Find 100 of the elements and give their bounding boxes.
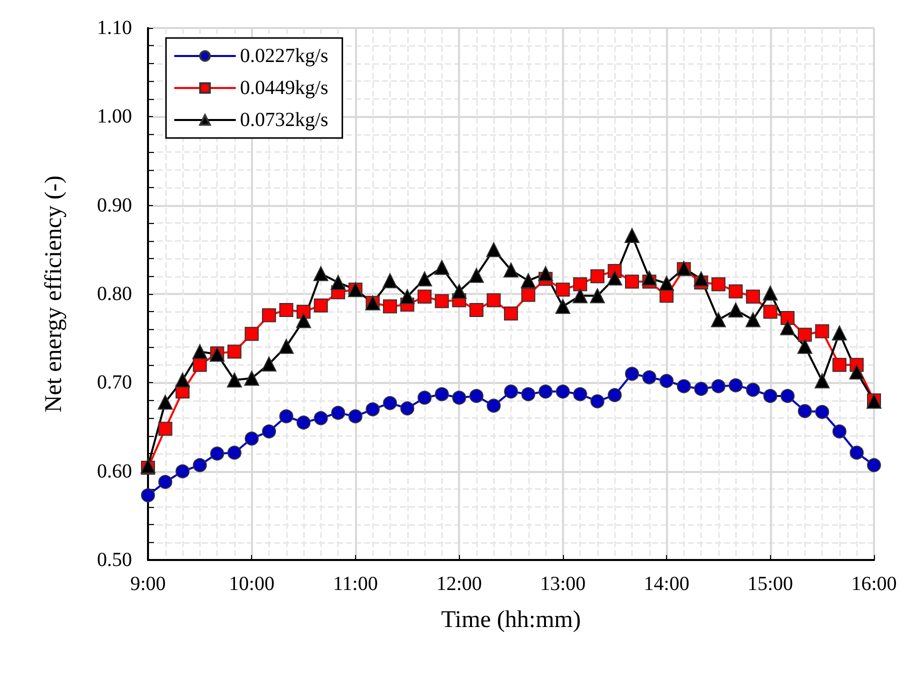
point [608, 388, 622, 402]
point [486, 242, 502, 258]
point [867, 458, 881, 472]
x-tick-label: 10:00 [228, 573, 274, 595]
point [763, 388, 778, 403]
point [797, 338, 812, 354]
point [504, 262, 518, 278]
point [624, 228, 640, 243]
point [780, 310, 795, 325]
point [590, 269, 604, 284]
point [762, 286, 778, 301]
x-tick-label: 15:00 [748, 573, 794, 595]
point [226, 372, 242, 388]
point [746, 382, 760, 397]
point [262, 424, 276, 438]
point [158, 394, 173, 410]
point [590, 288, 605, 304]
point [660, 374, 674, 388]
point [520, 273, 536, 288]
point [728, 284, 743, 298]
point [192, 458, 207, 472]
legend-label: 0.0227kg/s [240, 45, 329, 67]
point [832, 326, 847, 341]
point [176, 464, 190, 478]
point [556, 282, 570, 297]
y-tick-label: 0.60 [97, 460, 132, 482]
point [711, 379, 726, 394]
point [780, 388, 795, 403]
point [780, 320, 796, 336]
point [504, 384, 518, 399]
point [815, 404, 830, 419]
point [728, 302, 744, 318]
point [469, 302, 484, 317]
point [486, 293, 501, 308]
point [538, 384, 553, 399]
point [469, 388, 484, 403]
point [314, 298, 328, 313]
point [330, 274, 346, 290]
x-tick-label: 14:00 [644, 573, 690, 595]
point [192, 344, 208, 360]
point [158, 474, 172, 489]
point [573, 277, 588, 292]
point [694, 271, 709, 286]
point [400, 289, 415, 304]
y-tick-label: 0.90 [97, 194, 132, 216]
point [141, 488, 155, 502]
point [642, 370, 656, 384]
y-tick-label: 0.70 [97, 372, 132, 394]
point [434, 387, 449, 402]
legend-label: 0.0732kg/s [240, 109, 329, 131]
point [314, 411, 328, 426]
point [625, 366, 640, 381]
point [798, 328, 812, 342]
point [417, 271, 432, 286]
y-axis-title: Net energy efficiency (-) [41, 176, 67, 412]
point [244, 326, 259, 341]
point [572, 288, 588, 304]
point [763, 304, 778, 319]
point [400, 401, 414, 416]
x-axis-title: Time (hh:mm) [441, 607, 581, 633]
point [590, 394, 604, 408]
x-tick-label: 12:00 [436, 573, 482, 595]
legend-label: 0.0449kg/s [240, 77, 329, 99]
point [521, 288, 536, 302]
point [296, 313, 312, 328]
point [676, 379, 691, 394]
point [279, 409, 294, 424]
point [468, 268, 484, 283]
point [227, 344, 242, 359]
x-tick-label: 16:00 [851, 573, 897, 595]
point [348, 409, 362, 424]
point [521, 387, 536, 402]
point [434, 260, 450, 275]
point [573, 387, 588, 402]
point [262, 308, 276, 322]
point [434, 294, 449, 308]
point [382, 273, 398, 288]
x-tick-label: 11:00 [333, 573, 378, 595]
point [538, 266, 554, 282]
point [746, 290, 760, 304]
point [418, 390, 432, 405]
x-tick-label: 13:00 [540, 573, 586, 595]
point [710, 312, 726, 328]
point [607, 270, 622, 286]
point [815, 324, 830, 338]
point [366, 402, 380, 416]
point [262, 356, 277, 372]
x-tick-label: 9:00 [130, 573, 166, 595]
point [175, 372, 190, 388]
point [418, 290, 432, 304]
point [296, 416, 311, 430]
point [279, 302, 294, 317]
point [849, 364, 864, 380]
point [383, 396, 397, 410]
point [331, 406, 346, 420]
y-tick-label: 0.50 [97, 549, 132, 571]
y-tick-label: 1.00 [97, 106, 132, 128]
point [814, 373, 830, 388]
point [745, 312, 760, 328]
point [210, 446, 224, 461]
